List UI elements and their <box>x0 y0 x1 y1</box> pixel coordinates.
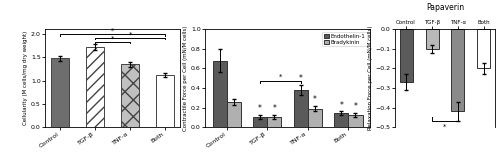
Text: *: * <box>444 124 446 130</box>
Bar <box>267 117 281 127</box>
Text: *: * <box>272 104 276 113</box>
Bar <box>51 58 68 127</box>
Bar <box>452 29 464 111</box>
Bar <box>212 61 226 127</box>
Bar <box>308 109 322 127</box>
Text: *: * <box>258 104 262 113</box>
Bar <box>86 47 104 127</box>
Bar <box>334 113 348 127</box>
Bar <box>400 29 412 82</box>
Text: *: * <box>340 101 343 110</box>
Text: *: * <box>354 103 358 111</box>
Title: Papaverin: Papaverin <box>426 3 464 12</box>
Text: *: * <box>111 35 114 41</box>
Bar <box>122 64 139 127</box>
Y-axis label: Contractile Force per Cell (mN/M cells): Contractile Force per Cell (mN/M cells) <box>183 26 188 131</box>
Y-axis label: Relaxation Force per Cell (mN/M cells): Relaxation Force per Cell (mN/M cells) <box>368 26 373 131</box>
Text: *: * <box>111 28 114 34</box>
Text: *: * <box>128 32 132 38</box>
Text: *: * <box>298 74 302 83</box>
Text: *: * <box>313 95 317 104</box>
Bar <box>294 90 308 127</box>
Bar <box>478 29 490 68</box>
Bar <box>426 29 438 49</box>
Bar <box>348 115 362 127</box>
Text: *: * <box>278 74 282 80</box>
Y-axis label: Cellularity (M cells/mg dry weight): Cellularity (M cells/mg dry weight) <box>23 31 28 125</box>
Legend: Endothelin-1, Bradykinin: Endothelin-1, Bradykinin <box>322 32 367 46</box>
Bar <box>253 117 267 127</box>
Bar <box>156 75 174 127</box>
Bar <box>226 102 241 127</box>
